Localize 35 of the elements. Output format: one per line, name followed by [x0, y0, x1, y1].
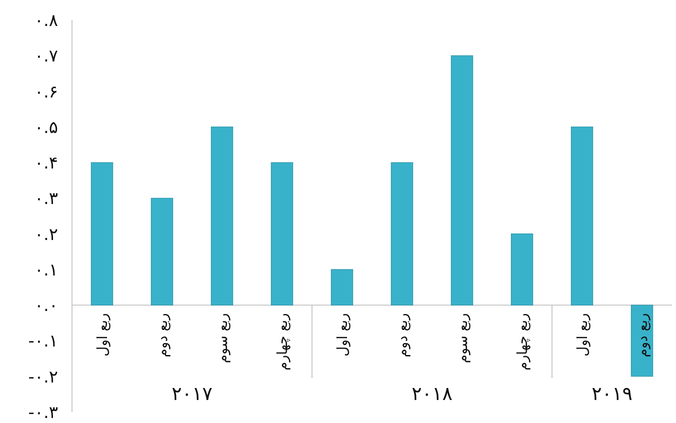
- x-tick-label: ربع دوم: [155, 313, 171, 358]
- bar: [630, 304, 654, 377]
- y-tick-label: ۰.۶: [34, 82, 58, 102]
- x-tick-label: ربع اول: [575, 313, 591, 356]
- y-tick-label: ۰.۲: [34, 224, 58, 245]
- bar: [510, 234, 534, 306]
- bar: [150, 198, 174, 306]
- bar: [570, 126, 594, 306]
- x-tick-label: ربع اول: [335, 313, 351, 356]
- annotation: ۲۰۱۷: [172, 383, 212, 405]
- x-tick-label: ربع اول: [95, 313, 111, 356]
- x-tick-label: ربع دوم: [395, 313, 411, 358]
- y-tick-label: ۰.۵: [34, 118, 58, 138]
- x-tick-label: ربع چهارم: [275, 313, 291, 370]
- x-tick-label: ربع چهارم: [515, 313, 531, 370]
- bar: [450, 55, 474, 306]
- bar: [390, 162, 414, 306]
- bar: [330, 269, 354, 306]
- y-tick-label: -۰.۲: [28, 367, 58, 388]
- x-tick-label: ربع سوم: [215, 313, 231, 364]
- y-tick-label: ۰.۱: [34, 260, 58, 280]
- y-tick-label: ۰.۷: [34, 46, 58, 67]
- y-tick-label: ۰.۳: [34, 189, 58, 210]
- x-tick-label: ربع دوم: [635, 313, 651, 358]
- y-tick-label: -۰.۱: [28, 332, 58, 352]
- y-tick-label: ۰.۰: [34, 296, 58, 316]
- bar: [90, 162, 114, 306]
- bar: [270, 162, 294, 306]
- y-tick-label: ۰.۴: [34, 154, 58, 174]
- annotation: ۲۰۱۹: [592, 383, 632, 405]
- annotation: ۲۰۱۸: [412, 383, 452, 405]
- y-tick-label: ۰.۸: [34, 11, 58, 31]
- y-tick-label: -۰.۳: [28, 403, 58, 423]
- bar: [210, 126, 234, 306]
- x-tick-label: ربع سوم: [455, 313, 471, 364]
